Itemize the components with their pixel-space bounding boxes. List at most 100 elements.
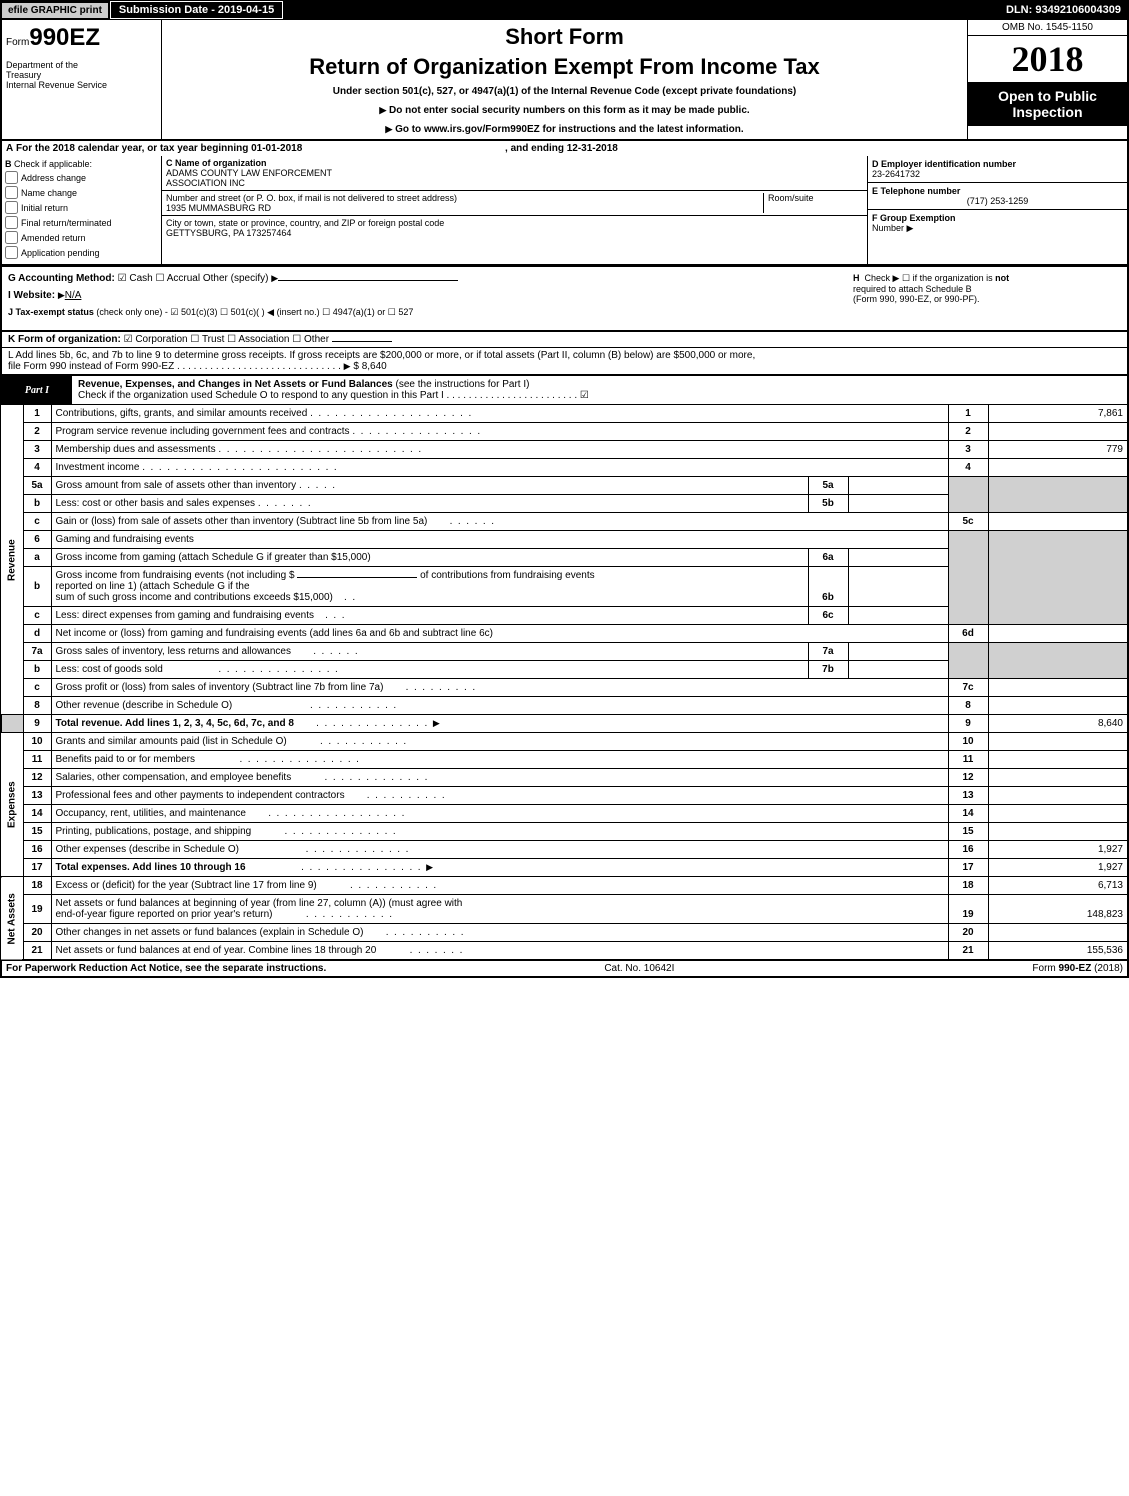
catalog-number: Cat. No. 10642I <box>604 963 674 974</box>
check-if-label: Check if applicable: <box>14 159 92 169</box>
line-end-no: 14 <box>948 805 988 823</box>
do-not-enter-text: Do not enter social security numbers on … <box>389 105 750 116</box>
part1-see-instr: (see the instructions for Part I) <box>396 379 530 390</box>
schedule-o-checkbox-icon <box>580 390 589 401</box>
efile-print-button[interactable]: efile GRAPHIC print <box>1 2 109 19</box>
gray-cell <box>988 477 1128 513</box>
h-not: not <box>995 273 1009 283</box>
d-ein-value: 23-2641732 <box>872 169 920 179</box>
revenue-vert-label: Revenue <box>1 405 23 715</box>
j-label: J Tax-exempt status <box>8 307 94 317</box>
line-desc: Benefits paid to or for members <box>56 754 196 765</box>
line-a-header: A For the 2018 calendar year, or tax yea… <box>0 141 1129 156</box>
form-prefix: Form <box>6 37 29 48</box>
line-end-no: 4 <box>948 459 988 477</box>
h-text1: if the organization is <box>913 273 996 283</box>
l-line: L Add lines 5b, 6c, and 7b to line 9 to … <box>0 348 1129 376</box>
line-no: 17 <box>23 859 51 877</box>
part1-check-line: Check if the organization used Schedule … <box>78 390 444 401</box>
line-mid-no: 5b <box>808 495 848 513</box>
line-end-no: 20 <box>948 924 988 942</box>
line-value <box>988 423 1128 441</box>
table-row: 14 Occupancy, rent, utilities, and maint… <box>1 805 1128 823</box>
line-no: 1 <box>23 405 51 423</box>
name-change-checkbox[interactable] <box>5 186 18 199</box>
i-website-value: N/A <box>65 290 82 301</box>
line-end-no: 13 <box>948 787 988 805</box>
line-end-no: 9 <box>948 715 988 733</box>
line-no: c <box>23 607 51 625</box>
line-end-no: 3 <box>948 441 988 459</box>
line-mid-val <box>848 607 948 625</box>
line-no: c <box>23 679 51 697</box>
h-checkbox-icon <box>902 273 910 283</box>
l-text2: file Form 990 instead of Form 990-EZ <box>8 361 174 372</box>
line-desc: Membership dues and assessments <box>56 444 216 455</box>
ending-text: , and ending 12-31-2018 <box>505 143 618 154</box>
ghij-block: G Accounting Method: Cash Accrual Other … <box>0 266 1129 332</box>
arrow-icon <box>426 862 433 873</box>
form-header: Form990EZ Department of the Treasury Int… <box>0 20 1129 141</box>
line-desc3: reported on line 1) (attach Schedule G i… <box>56 581 250 592</box>
dept-treasury: Department of the Treasury Internal Reve… <box>6 60 157 90</box>
address-change-checkbox[interactable] <box>5 171 18 184</box>
line-mid-no: 7a <box>808 643 848 661</box>
gray-cell <box>988 531 1128 625</box>
line-value <box>988 513 1128 531</box>
name-change-label: Name change <box>21 188 77 198</box>
line-value <box>988 787 1128 805</box>
gij-left: G Accounting Method: Cash Accrual Other … <box>2 267 847 330</box>
line-mid-val <box>848 495 948 513</box>
k-other: Other <box>304 334 329 345</box>
header-left: Form990EZ Department of the Treasury Int… <box>2 20 162 139</box>
line-value: 8,640 <box>988 715 1128 733</box>
section-a: B Check if applicable: Address change Na… <box>0 156 1129 266</box>
initial-return-label: Initial return <box>21 203 68 213</box>
application-pending-checkbox[interactable] <box>5 246 18 259</box>
section-def: D Employer identification number 23-2641… <box>867 156 1127 264</box>
g-cash: Cash <box>129 273 152 284</box>
under-section: Under section 501(c), 527, or 4947(a)(1)… <box>170 86 959 97</box>
street-label: Number and street (or P. O. box, if mail… <box>166 193 457 203</box>
line-value: 6,713 <box>988 877 1128 895</box>
initial-return-checkbox[interactable] <box>5 201 18 214</box>
table-row: c Gain or (loss) from sale of assets oth… <box>1 513 1128 531</box>
dln-label: DLN: 93492106004309 <box>998 2 1129 18</box>
line-desc: Investment income <box>56 462 140 473</box>
line-end-no: 5c <box>948 513 988 531</box>
application-pending-label: Application pending <box>21 248 100 258</box>
j-insert: (insert no.) <box>277 307 320 317</box>
assoc-checkbox-icon <box>227 334 236 345</box>
g-other: Other (specify) <box>203 273 269 284</box>
amended-return-checkbox[interactable] <box>5 231 18 244</box>
4947-checkbox-icon <box>322 307 330 317</box>
f-group-label: F Group Exemption <box>872 213 956 223</box>
table-row: 13 Professional fees and other payments … <box>1 787 1128 805</box>
gray-cell <box>948 477 988 513</box>
line-no: 8 <box>23 697 51 715</box>
org-name-l2: ASSOCIATION INC <box>166 178 245 188</box>
final-return-checkbox[interactable] <box>5 216 18 229</box>
gray-cell <box>1 715 23 733</box>
final-return-label: Final return/terminated <box>21 218 112 228</box>
line-desc4: sum of such gross income and contributio… <box>56 592 333 603</box>
line-end-no: 12 <box>948 769 988 787</box>
line-value <box>988 679 1128 697</box>
omb-number: OMB No. 1545-1150 <box>968 20 1127 36</box>
line-no: 2 <box>23 423 51 441</box>
goto-link[interactable]: www.irs.gov/Form990EZ <box>424 124 540 135</box>
table-row: 16 Other expenses (describe in Schedule … <box>1 841 1128 859</box>
line-desc2: end-of-year figure reported on prior yea… <box>56 909 273 920</box>
line-no: 13 <box>23 787 51 805</box>
line-desc: Gaming and fundraising events <box>51 531 948 549</box>
return-title: Return of Organization Exempt From Incom… <box>170 54 959 80</box>
line-desc: Excess or (deficit) for the year (Subtra… <box>56 880 317 891</box>
c-name-label: C Name of organization <box>166 158 267 168</box>
j-4947: 4947(a)(1) or <box>333 307 386 317</box>
table-row: 12 Salaries, other compensation, and emp… <box>1 769 1128 787</box>
line-desc: Professional fees and other payments to … <box>56 790 345 801</box>
line-no: 9 <box>23 715 51 733</box>
527-checkbox-icon <box>388 307 396 317</box>
line-no: 5a <box>23 477 51 495</box>
part1-title: Revenue, Expenses, and Changes in Net As… <box>78 379 393 390</box>
